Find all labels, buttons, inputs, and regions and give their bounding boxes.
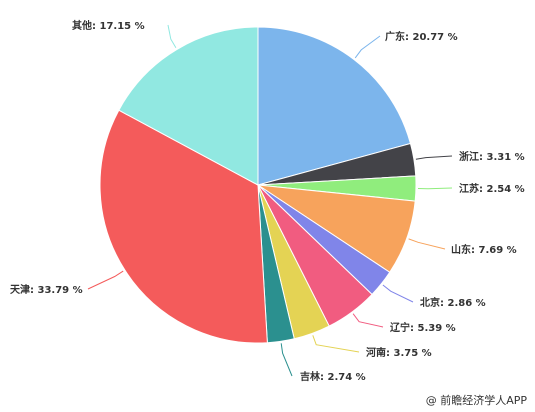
leader-line-5	[352, 313, 384, 328]
leader-line-4	[382, 284, 414, 303]
pie-slices	[99, 26, 417, 344]
pie-slice-9	[118, 26, 259, 186]
leader-line-0	[354, 35, 381, 59]
pie-slice-0	[257, 26, 412, 186]
slice-label-2: 江苏: 2.54 %	[459, 182, 525, 195]
pie-slice-8	[99, 109, 268, 344]
slice-label-5: 辽宁: 5.39 %	[390, 321, 456, 334]
slice-label-9: 其他: 17.15 %	[72, 19, 145, 32]
slice-label-7: 吉林: 2.74 %	[300, 370, 366, 383]
leader-line-8	[87, 270, 124, 290]
slice-label-4: 北京: 2.86 %	[420, 296, 486, 309]
slice-label-6: 河南: 3.75 %	[366, 346, 432, 359]
leader-line-6	[312, 335, 360, 353]
slice-label-8: 天津: 33.79 %	[10, 283, 83, 296]
slice-label-0: 广东: 20.77 %	[385, 30, 458, 43]
slice-label-1: 浙江: 3.31 %	[459, 150, 525, 163]
slice-label-3: 山东: 7.69 %	[451, 243, 517, 256]
leader-lines	[87, 24, 453, 377]
leader-line-2	[417, 187, 453, 190]
leader-line-3	[408, 238, 446, 250]
leader-line-9	[167, 24, 177, 48]
slice-labels: 广东: 20.77 % 浙江: 3.31 % 江苏: 2.54 % 山东: 7.69 …	[10, 19, 525, 383]
leader-line-1	[415, 155, 453, 160]
source-credit: @ 前瞻经济学人APP	[425, 394, 527, 407]
leader-line-7	[280, 343, 293, 377]
